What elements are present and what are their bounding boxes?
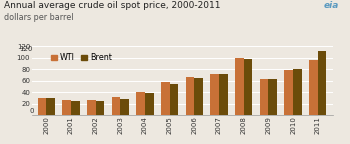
Bar (293, 69, 302, 115)
Bar (96, 101, 104, 115)
Bar (260, 79, 268, 115)
Bar (38, 98, 46, 115)
Bar (194, 78, 203, 115)
Bar (161, 82, 170, 115)
Bar (219, 74, 228, 115)
Bar (210, 74, 219, 115)
Bar (71, 101, 79, 115)
Bar (120, 99, 129, 115)
Bar (268, 79, 277, 115)
Bar (309, 60, 318, 115)
Bar (318, 51, 326, 115)
Bar (145, 93, 154, 115)
Text: 0: 0 (29, 108, 34, 114)
Bar (62, 100, 71, 115)
Bar (235, 58, 244, 115)
Bar (46, 98, 55, 115)
Bar (136, 92, 145, 115)
Text: 120: 120 (19, 46, 33, 52)
Legend: WTI, Brent: WTI, Brent (48, 50, 115, 66)
Bar (170, 84, 178, 115)
Bar (112, 97, 120, 115)
Text: Annual average crude oil spot price, 2000-2011: Annual average crude oil spot price, 200… (4, 1, 220, 11)
Bar (285, 70, 293, 115)
Text: dollars per barrel: dollars per barrel (4, 13, 73, 22)
Text: eia: eia (324, 1, 340, 11)
Bar (87, 100, 96, 115)
Bar (244, 59, 252, 115)
Bar (186, 77, 194, 115)
